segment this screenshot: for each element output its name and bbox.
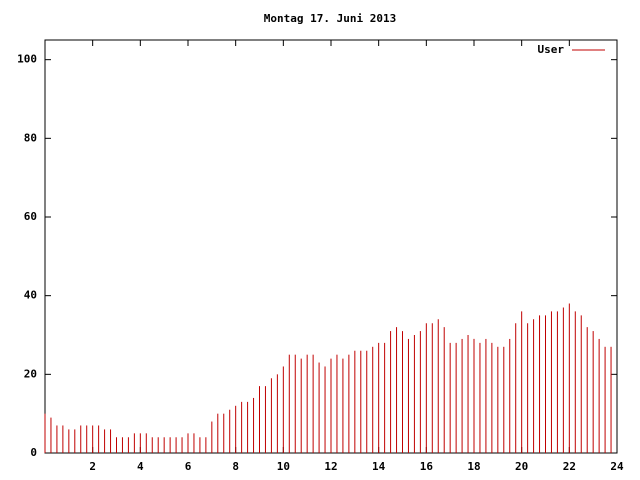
x-tick-label: 22 (563, 460, 576, 473)
x-tick-label: 2 (89, 460, 96, 473)
y-tick-label: 60 (24, 210, 37, 223)
x-tick-label: 18 (467, 460, 480, 473)
chart-title: Montag 17. Juni 2013 (264, 12, 396, 25)
x-tick-label: 20 (515, 460, 528, 473)
x-tick-label: 24 (610, 460, 624, 473)
x-tick-label: 8 (232, 460, 239, 473)
y-tick-label: 0 (30, 446, 37, 459)
y-tick-label: 100 (17, 53, 37, 66)
x-tick-label: 6 (185, 460, 192, 473)
y-tick-label: 80 (24, 131, 37, 144)
x-tick-label: 10 (277, 460, 290, 473)
x-tick-label: 4 (137, 460, 144, 473)
x-tick-label: 16 (420, 460, 434, 473)
legend-label: User (538, 43, 565, 56)
x-tick-label: 12 (324, 460, 337, 473)
y-tick-label: 20 (24, 367, 37, 380)
y-tick-label: 40 (24, 289, 37, 302)
x-tick-label: 14 (372, 460, 386, 473)
